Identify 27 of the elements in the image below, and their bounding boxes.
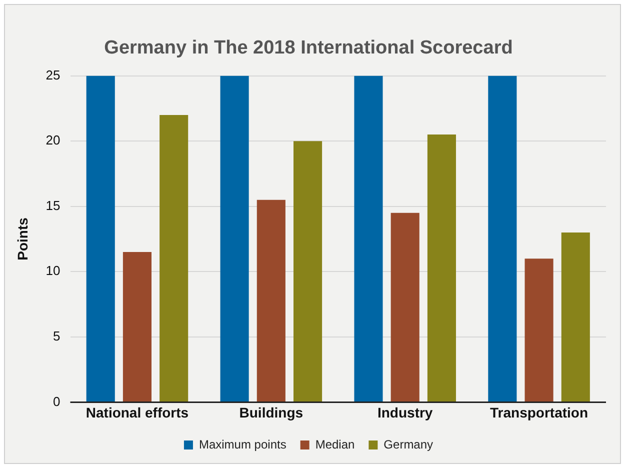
bar xyxy=(524,258,554,402)
y-tick-label: 5 xyxy=(53,328,60,344)
x-tick-label: National efforts xyxy=(86,404,189,420)
chart-title: Germany in The 2018 International Scorecard xyxy=(104,38,513,59)
bar xyxy=(427,134,456,402)
y-tick-label: 10 xyxy=(46,263,60,278)
bar xyxy=(160,114,188,402)
bar xyxy=(390,212,420,402)
x-tick-label: Industry xyxy=(377,404,433,420)
y-tick-label: 0 xyxy=(53,394,60,409)
x-tick-label: Transportation xyxy=(490,404,588,420)
legend-label: Germany xyxy=(384,437,434,452)
legend-label: Median xyxy=(315,437,355,452)
bar xyxy=(354,76,383,402)
bar xyxy=(256,200,286,402)
y-tick-label: 25 xyxy=(46,67,60,82)
bar xyxy=(293,141,322,402)
bar xyxy=(86,76,115,402)
y-axis-title: Points xyxy=(14,217,30,260)
bar xyxy=(488,76,517,402)
bar xyxy=(220,76,249,402)
y-tick-label: 15 xyxy=(46,198,60,213)
legend-label: Maximum points xyxy=(198,437,286,452)
x-tick-label: Buildings xyxy=(239,404,304,420)
bar xyxy=(561,232,590,402)
bar xyxy=(122,252,152,402)
y-tick-label: 20 xyxy=(46,132,60,148)
